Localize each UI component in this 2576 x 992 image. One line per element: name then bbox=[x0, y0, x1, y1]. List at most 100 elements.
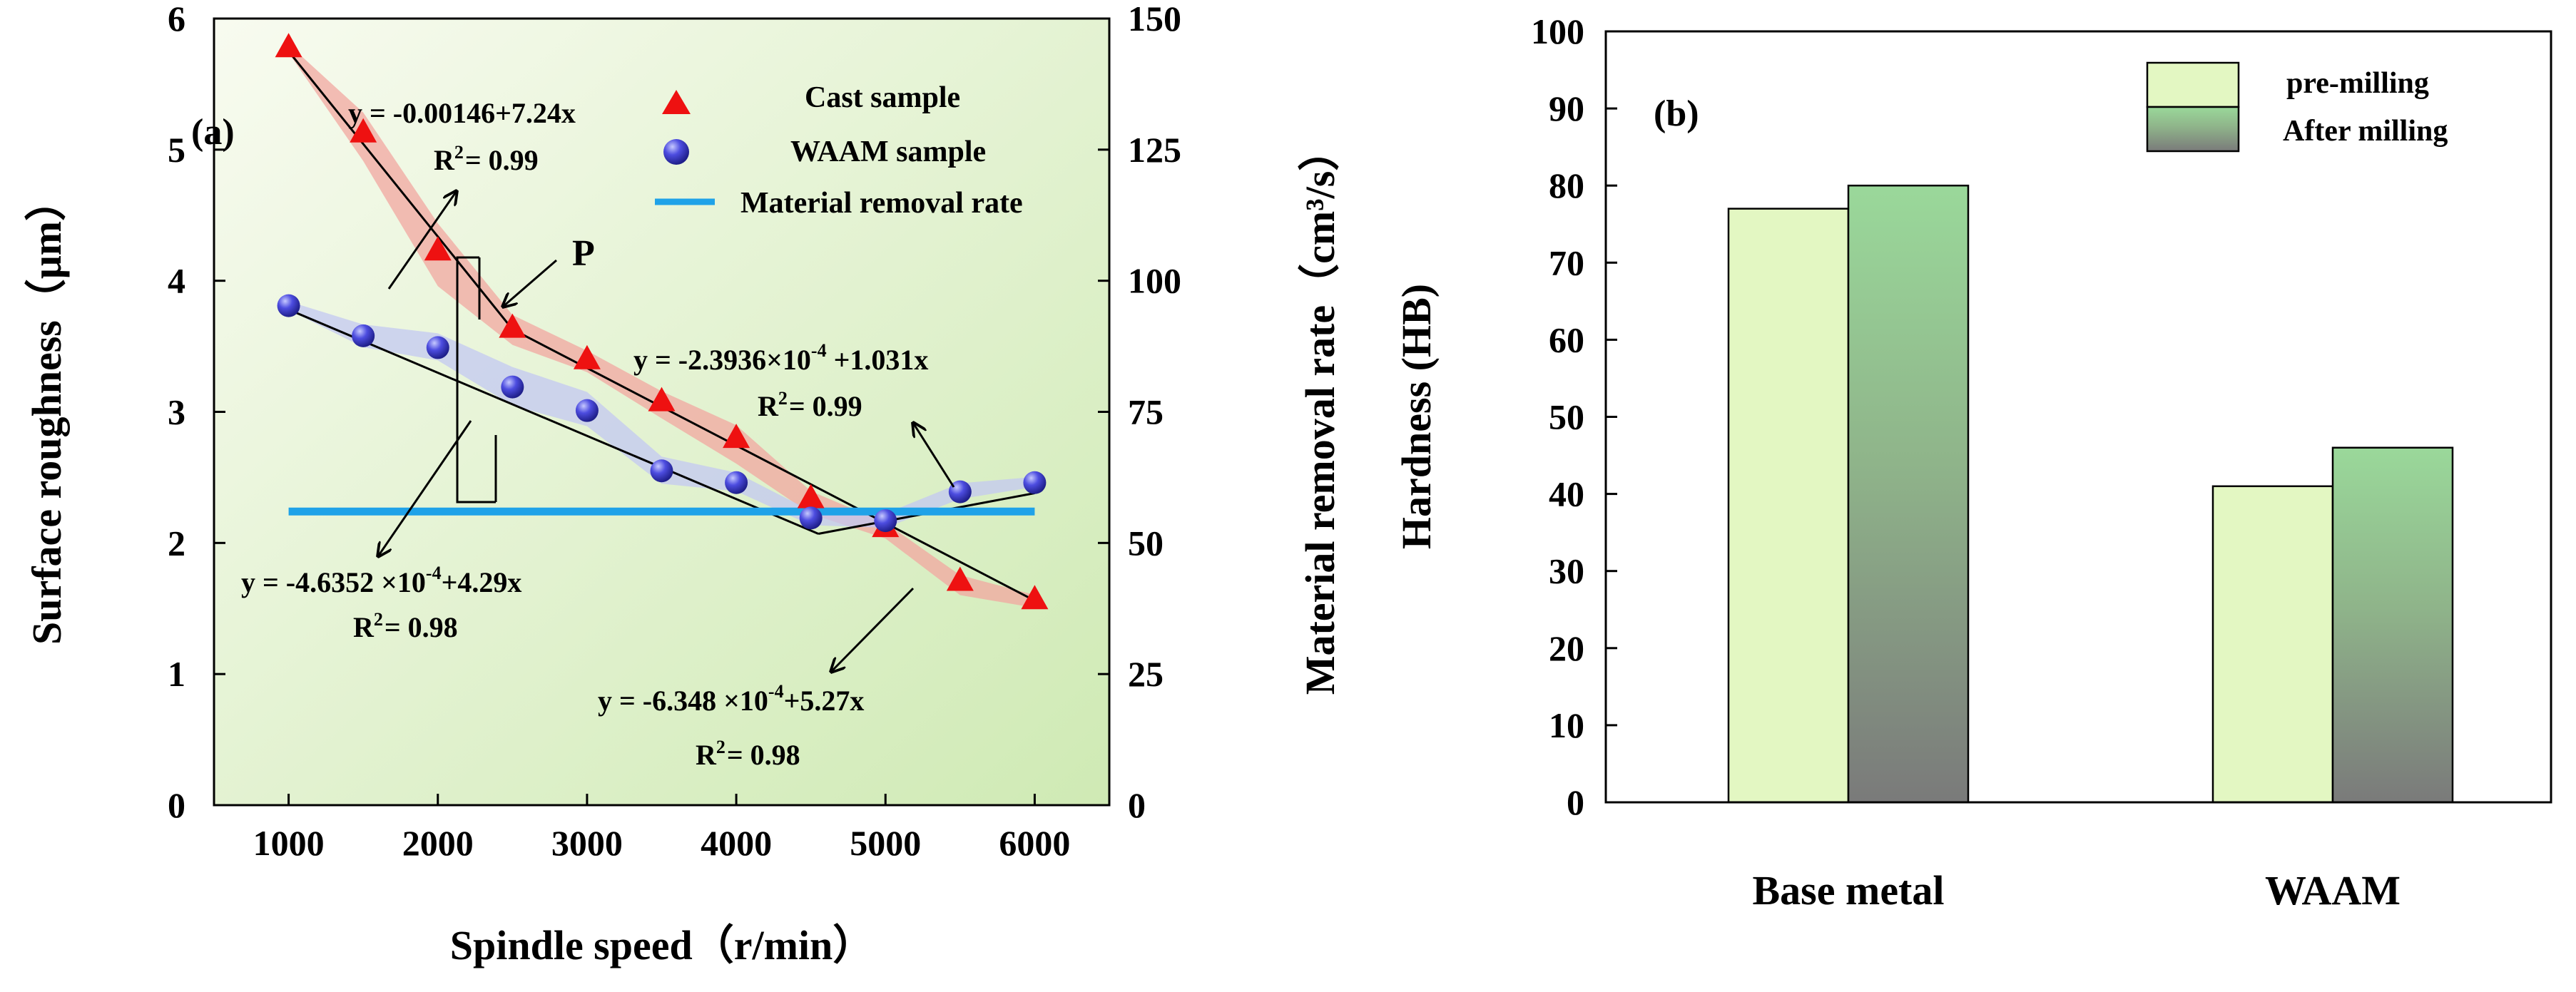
legend-waam-label: WAAM sample bbox=[790, 135, 986, 168]
x-axis-a: 1000 2000 3000 4000 5000 6000 bbox=[253, 794, 1070, 863]
cast-point bbox=[1021, 585, 1049, 610]
x-tick-label: 3000 bbox=[551, 823, 623, 863]
y-tick-label-b: 40 bbox=[1549, 474, 1584, 514]
y-tick-label-b: 50 bbox=[1549, 397, 1584, 437]
arrow-eq4 bbox=[831, 587, 915, 672]
arrow-eq1 bbox=[387, 191, 457, 290]
fit-line-3 bbox=[287, 308, 819, 535]
y2-tick-label: 0 bbox=[1128, 785, 1146, 825]
y-tick-label: 2 bbox=[168, 523, 185, 563]
bars-b bbox=[1727, 184, 2454, 804]
cast-point bbox=[573, 344, 601, 369]
chart-b: 0 10 20 30 40 50 60 70 80 90 100 Base metal WAAM (b… bbox=[1393, 11, 2552, 914]
waam-point bbox=[650, 459, 673, 483]
eq1-r2: R2= 0.99 bbox=[434, 142, 539, 176]
waam-point bbox=[1023, 471, 1047, 494]
y-axis-b: 0 10 20 30 40 50 60 70 80 90 100 bbox=[1531, 11, 1617, 822]
waam-sample-band bbox=[288, 301, 1035, 528]
cast-point bbox=[946, 566, 974, 591]
category-label: Base metal bbox=[1753, 867, 1945, 914]
bar-pre-milling-1 bbox=[2211, 485, 2334, 804]
eq3-r2: R2= 0.98 bbox=[353, 609, 458, 643]
chart-a: P y = -0.00146+7.24x R2= 0.99 y = -2.393… bbox=[24, 0, 1343, 968]
eq2-text: y = -2.3936×10-4 +1.031x bbox=[633, 340, 928, 376]
cast-point bbox=[424, 236, 452, 261]
legend-pre-milling-label: pre-milling bbox=[2286, 67, 2429, 100]
y2-tick-label: 100 bbox=[1128, 261, 1181, 301]
bar-pre-milling-0 bbox=[1727, 208, 1850, 804]
fit-line-1 bbox=[287, 51, 514, 330]
x-tick-label: 2000 bbox=[402, 823, 474, 863]
y-axis-right-a: 0 25 50 75 100 125 150 bbox=[1098, 0, 1181, 825]
category-label: WAAM bbox=[2265, 867, 2401, 914]
fit-lines bbox=[287, 51, 1036, 602]
y2-tick-label: 75 bbox=[1128, 392, 1164, 432]
cast-point bbox=[723, 424, 750, 449]
y2-axis-label-a: Material removal rate（cm³/s） bbox=[1297, 130, 1343, 695]
y-axis-label-b: Hardness (HB) bbox=[1393, 284, 1440, 549]
panel-label-a: (a) bbox=[191, 112, 235, 153]
x-axis-label-a: Spindle speed（r/min） bbox=[450, 922, 875, 968]
bracket-p bbox=[456, 256, 497, 503]
y-tick-label-b: 90 bbox=[1549, 88, 1584, 128]
y-tick-label-b: 30 bbox=[1549, 551, 1584, 591]
cast-point bbox=[797, 484, 825, 508]
waam-point bbox=[277, 294, 300, 317]
eq4-text: y = -6.348 ×10-4+5.27x bbox=[598, 681, 864, 717]
y-tick-label-b: 20 bbox=[1549, 628, 1584, 668]
legend-b: pre-milling After milling bbox=[2146, 61, 2448, 153]
y-tick-label-b: 80 bbox=[1549, 165, 1584, 205]
annotation-arrows bbox=[378, 191, 955, 672]
y2-tick-label: 150 bbox=[1128, 0, 1181, 39]
arrow-eq3 bbox=[378, 420, 472, 556]
waam-point bbox=[575, 399, 599, 422]
y2-tick-label: 25 bbox=[1128, 654, 1164, 694]
waam-point bbox=[799, 506, 823, 530]
y-tick-label-b: 70 bbox=[1549, 242, 1584, 282]
legend-after-milling-label: After milling bbox=[2283, 115, 2448, 148]
legend-after-milling-swatch bbox=[2146, 106, 2240, 153]
legend-cast-marker bbox=[662, 90, 691, 114]
y-tick-label: 4 bbox=[168, 261, 185, 301]
legend-waam-marker bbox=[663, 139, 689, 165]
y-tick-label: 3 bbox=[168, 392, 185, 432]
arrow-eq2 bbox=[913, 423, 955, 488]
legend-cast-label: Cast sample bbox=[805, 81, 960, 114]
waam-sample-markers bbox=[277, 294, 1047, 533]
x-tick-label: 4000 bbox=[701, 823, 772, 863]
eq4-r2: R2= 0.98 bbox=[696, 737, 800, 771]
y-tick-label: 1 bbox=[168, 654, 185, 694]
legend-mrr-label: Material removal rate bbox=[740, 187, 1023, 220]
cast-point bbox=[499, 313, 526, 338]
fit-line-2 bbox=[511, 328, 1036, 602]
x-axis-b: Base metal WAAM bbox=[1753, 867, 2401, 914]
y-tick-label-b: 60 bbox=[1549, 319, 1584, 359]
panel-label-b: (b) bbox=[1654, 93, 1699, 134]
legend-pre-milling-swatch bbox=[2146, 61, 2240, 108]
waam-point bbox=[426, 336, 449, 359]
cast-point bbox=[350, 118, 377, 143]
y-tick-label: 0 bbox=[168, 785, 185, 825]
y-tick-label: 6 bbox=[168, 0, 185, 39]
cast-point bbox=[648, 387, 676, 411]
cast-point bbox=[275, 33, 302, 58]
x-tick-label: 1000 bbox=[253, 823, 325, 863]
bar-after-milling-0 bbox=[1847, 184, 1970, 804]
waam-point bbox=[501, 375, 524, 399]
y2-tick-label: 125 bbox=[1128, 130, 1181, 170]
bar-after-milling-1 bbox=[2331, 446, 2454, 804]
x-tick-label: 6000 bbox=[999, 823, 1070, 863]
eq3-text: y = -4.6352 ×10-4+4.29x bbox=[241, 563, 521, 598]
waam-point bbox=[352, 324, 375, 347]
legend-a: Cast sample WAAM sample Material removal… bbox=[655, 81, 1023, 220]
y-tick-label-b: 10 bbox=[1549, 705, 1584, 745]
eq2-r2: R2= 0.99 bbox=[758, 388, 862, 422]
y-axis-label-a: Surface roughness（μm） bbox=[24, 180, 70, 645]
y2-tick-label: 50 bbox=[1128, 523, 1164, 563]
y-tick-label: 5 bbox=[168, 130, 185, 170]
arrow-p bbox=[503, 259, 557, 307]
waam-point bbox=[725, 471, 748, 494]
x-tick-label: 5000 bbox=[850, 823, 921, 863]
eq1-text: y = -0.00146+7.24x bbox=[348, 97, 576, 129]
